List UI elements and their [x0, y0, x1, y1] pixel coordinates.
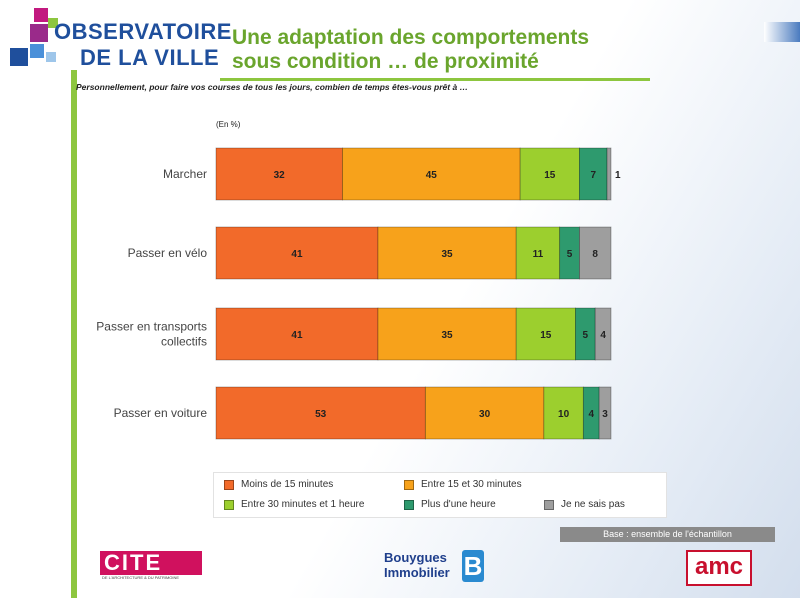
- bar-segment: [515, 307, 576, 361]
- category-label: Marcher: [163, 167, 207, 181]
- bar-segment: [215, 147, 343, 201]
- data-label: 4: [588, 409, 594, 420]
- bar-segment: [519, 147, 580, 201]
- data-label: 1: [615, 170, 621, 181]
- data-label: 41: [291, 330, 303, 341]
- data-label: 35: [442, 249, 454, 260]
- legend-label: Entre 30 minutes et 1 heure: [241, 499, 365, 510]
- legend-item: Entre 30 minutes et 1 heure: [224, 499, 364, 510]
- cite-logo-text: CITE: [104, 550, 163, 575]
- legend-label: Moins de 15 minutes: [241, 479, 334, 490]
- legend-swatch: [404, 499, 414, 510]
- data-label: 10: [558, 409, 570, 420]
- legend-item: Je ne sais pas: [544, 499, 625, 510]
- data-label: 3: [602, 409, 608, 420]
- bouygues-logo: Bouygues Immobilier B: [384, 550, 494, 586]
- bar-segment: [598, 386, 612, 440]
- data-label: 53: [315, 409, 327, 420]
- page-title: Une adaptation des comportements sous co…: [232, 26, 589, 74]
- legend-swatch: [404, 479, 414, 490]
- data-label: 5: [567, 249, 573, 260]
- bouygues-logo-line2: Immobilier: [384, 565, 450, 580]
- data-label: 30: [479, 409, 491, 420]
- bar-segment: [515, 226, 561, 280]
- data-label: 35: [442, 330, 454, 341]
- legend-item: Entre 15 et 30 minutes: [404, 479, 522, 490]
- brand-line2: DE LA VILLE: [80, 45, 220, 70]
- bar-segment: [341, 147, 521, 201]
- accent-horizontal-line: [220, 78, 650, 81]
- base-note: Base : ensemble de l'échantillon: [560, 527, 775, 542]
- title-line2: sous condition … de proximité: [232, 50, 539, 73]
- bar-segment: [215, 386, 426, 440]
- legend-swatch: [544, 499, 554, 510]
- data-label: 15: [540, 330, 552, 341]
- accent-vertical-line: [71, 70, 77, 598]
- bar-segment: [215, 307, 379, 361]
- data-label: 15: [544, 170, 556, 181]
- bar-segment: [215, 226, 379, 280]
- bar-segment: [377, 307, 517, 361]
- data-label: 5: [583, 330, 589, 341]
- bouygues-logo-line1: Bouygues: [384, 550, 447, 565]
- title-line1: Une adaptation des comportements: [232, 26, 590, 49]
- bar-segment: [579, 226, 612, 280]
- legend-item: Moins de 15 minutes: [224, 479, 333, 490]
- bar-segment: [543, 386, 584, 440]
- amc-logo-text: amc: [694, 553, 744, 580]
- data-label: 45: [426, 170, 438, 181]
- legend-swatch: [224, 479, 234, 490]
- chart-legend: Moins de 15 minutes Entre 15 et 30 minute…: [213, 472, 667, 518]
- data-label: 32: [274, 170, 286, 181]
- bar-segment: [579, 147, 608, 201]
- data-label: 8: [592, 249, 598, 260]
- legend-item: Plus d'une heure: [404, 499, 496, 510]
- data-label: 4: [600, 330, 606, 341]
- corner-accent: [764, 22, 800, 42]
- data-label: 11: [533, 249, 544, 260]
- bar-segment: [594, 307, 612, 361]
- legend-label: Je ne sais pas: [561, 499, 625, 510]
- legend-label: Plus d'une heure: [421, 499, 496, 510]
- cite-logo: CITE DE L'ARCHITECTURE & DU PATRIMOINE: [100, 551, 202, 581]
- category-label: Passer en voiture: [114, 406, 208, 420]
- cite-logo-subtext: DE L'ARCHITECTURE & DU PATRIMOINE: [102, 575, 180, 580]
- legend-label: Entre 15 et 30 minutes: [421, 479, 522, 490]
- data-label: 41: [291, 249, 303, 260]
- category-label: Passer en vélo: [128, 246, 208, 260]
- question-text: Personnellement, pour faire vos courses …: [76, 82, 469, 92]
- amc-logo: amc: [686, 550, 752, 586]
- bouygues-logo-mark: B: [462, 550, 484, 582]
- data-label: 7: [590, 170, 596, 181]
- bar-segment: [424, 386, 545, 440]
- bar-segment: [582, 386, 600, 440]
- unit-label: (En %): [216, 120, 241, 129]
- bar-segment: [606, 147, 612, 201]
- category-label: Passer en transports collectifs: [96, 320, 207, 349]
- legend-swatch: [224, 499, 234, 510]
- brand-line1: OBSERVATOIRE: [54, 19, 232, 44]
